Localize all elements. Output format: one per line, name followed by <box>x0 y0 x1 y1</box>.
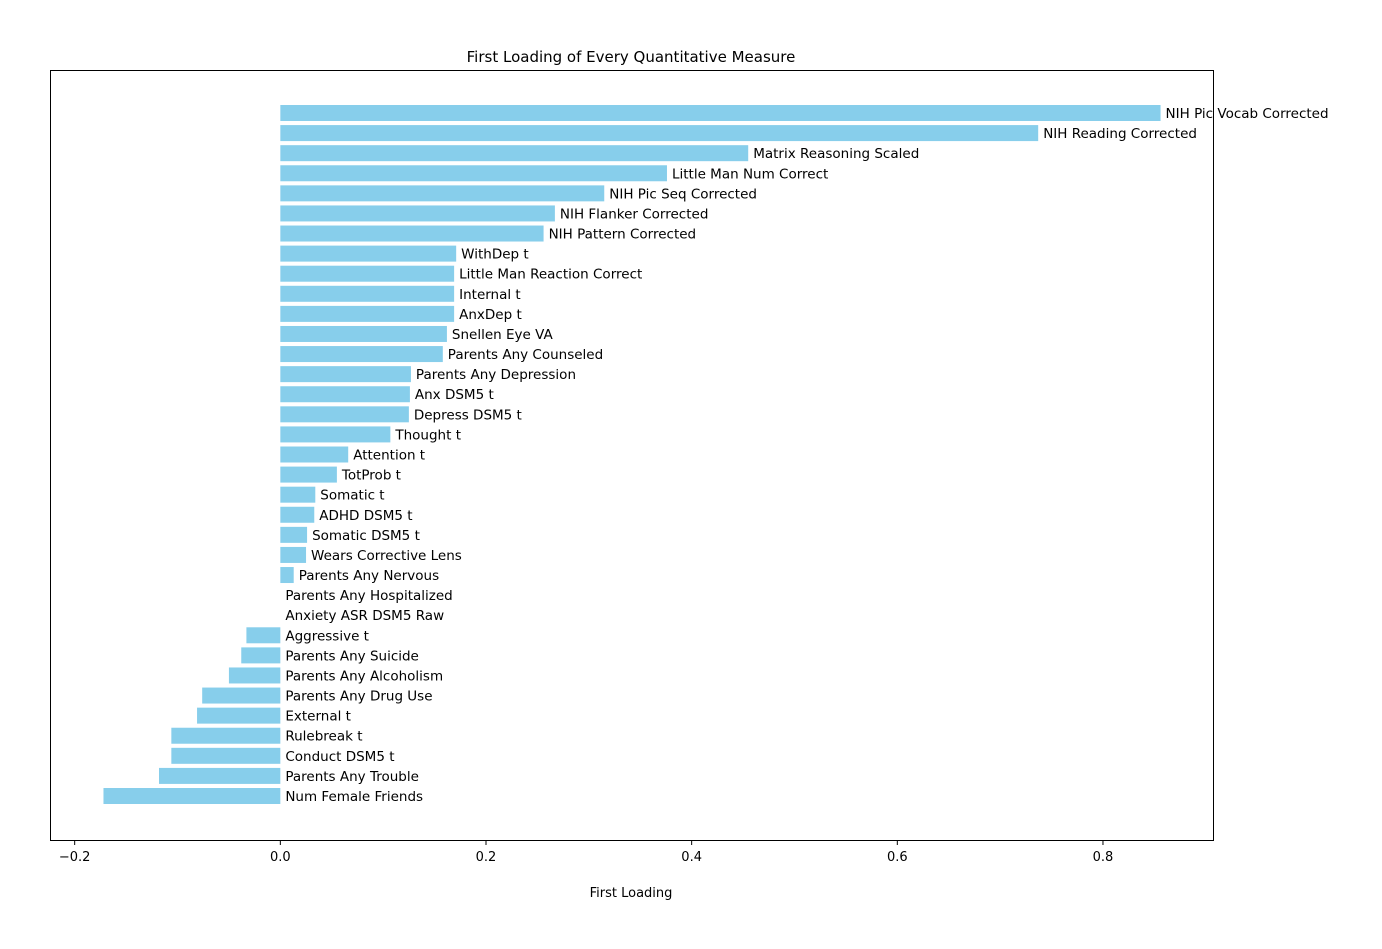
bar-label: Anxiety ASR DSM5 Raw <box>285 608 444 624</box>
x-tick-label: 0.8 <box>1093 850 1114 865</box>
bar <box>280 446 349 463</box>
bar-label: Parents Any Alcoholism <box>285 668 443 684</box>
bar <box>280 386 410 403</box>
bar <box>228 667 281 684</box>
bar <box>280 406 409 423</box>
bar <box>280 125 1039 142</box>
bar <box>280 526 308 543</box>
bar <box>171 747 281 764</box>
bar <box>280 285 455 302</box>
bar-label: Attention t <box>353 448 425 464</box>
x-axis-label: First Loading <box>590 886 673 901</box>
bar <box>280 205 555 222</box>
bar <box>280 486 316 503</box>
bar <box>280 506 315 523</box>
x-tick-label: −0.2 <box>59 850 91 865</box>
bar <box>280 366 411 383</box>
bar-label: Parents Any Hospitalized <box>285 588 452 604</box>
bar-label: External t <box>285 709 351 725</box>
bar-label: NIH Reading Corrected <box>1043 126 1197 142</box>
bar <box>280 105 1161 121</box>
bar-label: Parents Any Trouble <box>285 769 419 785</box>
bar <box>280 305 455 322</box>
plot-frame <box>50 70 1214 841</box>
bar <box>171 727 281 744</box>
x-axis-ticks: −0.2 0.0 0.2 0.4 0.6 0.8 <box>59 840 1113 865</box>
bar-label: Parents Any Nervous <box>299 568 439 584</box>
bar-label: Anx DSM5 t <box>415 387 494 403</box>
bar-label: Matrix Reasoning Scaled <box>753 146 919 162</box>
bar <box>280 165 667 182</box>
x-tick-label: 0.2 <box>476 850 497 865</box>
bar-label: ADHD DSM5 t <box>319 508 412 524</box>
bar-label: Thought t <box>394 427 461 443</box>
bar-label: Somatic DSM5 t <box>312 528 420 544</box>
bar-label: NIH Flanker Corrected <box>560 206 709 222</box>
bar-label: Little Man Num Correct <box>672 166 828 182</box>
bar-label: NIH Pic Vocab Corrected <box>1166 106 1329 122</box>
bar-label: WithDep t <box>461 247 529 263</box>
x-tick-label: 0.0 <box>270 850 291 865</box>
bar-label: Somatic t <box>320 488 384 504</box>
bar-label: Wears Corrective Lens <box>311 548 462 564</box>
bar <box>103 788 281 804</box>
bar <box>280 466 337 483</box>
bar-label: Depress DSM5 t <box>414 407 522 423</box>
bar <box>246 627 281 644</box>
bar <box>280 145 749 162</box>
bar <box>158 767 281 784</box>
bars-layer <box>103 105 1161 804</box>
bar <box>280 567 294 584</box>
bar <box>280 265 455 282</box>
bar <box>280 346 443 363</box>
bar-label: AnxDep t <box>459 307 522 323</box>
bar <box>280 225 544 242</box>
bar-label: Num Female Friends <box>285 789 423 805</box>
bar-label: Parents Any Suicide <box>285 648 419 664</box>
bar-label: NIH Pic Seq Corrected <box>609 186 757 202</box>
bar-label: NIH Pattern Corrected <box>549 227 697 243</box>
bar <box>280 185 605 202</box>
bar-label: Parents Any Counseled <box>448 347 603 363</box>
x-tick-label: 0.6 <box>887 850 908 865</box>
x-tick-label: 0.4 <box>681 850 702 865</box>
bar-label: Parents Any Depression <box>416 367 576 383</box>
bar-label: Aggressive t <box>285 628 369 644</box>
bar-label: Little Man Reaction Correct <box>459 267 642 283</box>
bar-label: Internal t <box>459 287 521 303</box>
bar-label: Rulebreak t <box>285 729 362 745</box>
chart-title: First Loading of Every Quantitative Meas… <box>467 48 796 66</box>
bar <box>197 707 281 724</box>
bar <box>280 245 457 262</box>
bar-label: TotProb t <box>341 468 401 484</box>
bar <box>241 647 281 664</box>
bar-label: Snellen Eye VA <box>452 327 554 343</box>
bar <box>280 325 447 342</box>
bar-label: Parents Any Drug Use <box>285 689 432 705</box>
bar-labels-layer: NIH Pic Vocab Corrected NIH Reading Corre… <box>285 106 1328 805</box>
bar-label: Conduct DSM5 t <box>285 749 394 765</box>
bar <box>280 426 391 443</box>
bar <box>202 687 281 704</box>
bar <box>280 546 307 563</box>
